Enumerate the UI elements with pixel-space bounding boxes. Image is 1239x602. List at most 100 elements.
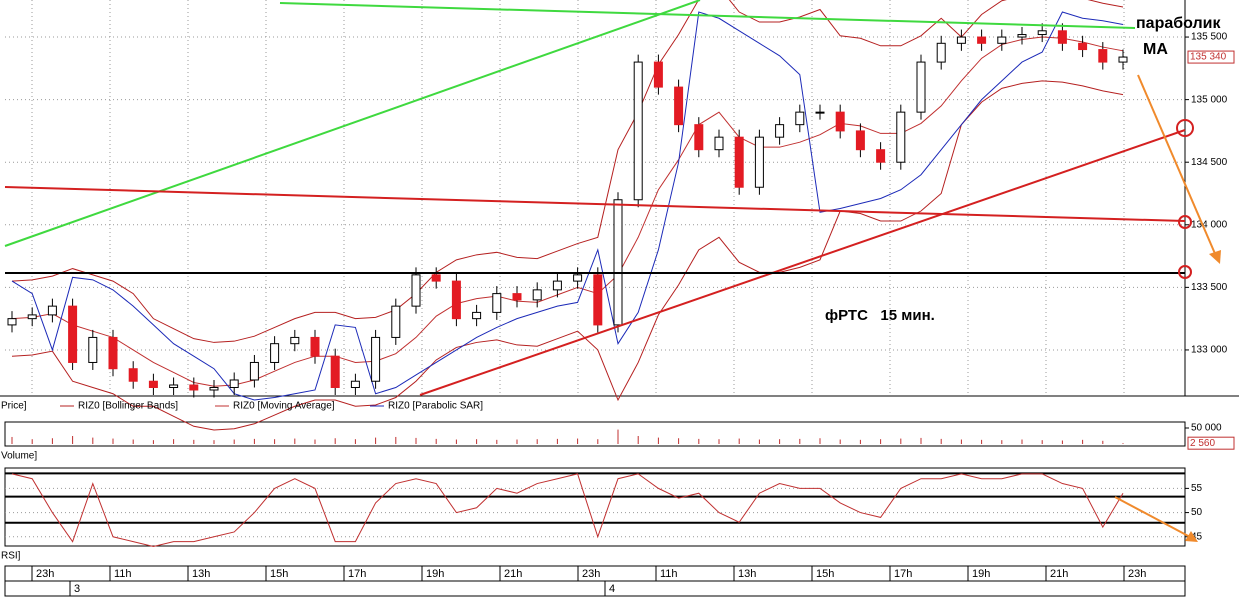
candle-body — [148, 380, 158, 388]
marker-circle — [1178, 215, 1192, 229]
y-tick-label: 133 500 — [1191, 282, 1228, 293]
volume-bar — [233, 439, 235, 444]
candle-body — [229, 379, 239, 388]
candle-body — [209, 386, 219, 391]
candle-body — [512, 293, 522, 301]
candle-body — [189, 384, 199, 391]
volume-bar — [698, 438, 700, 444]
rsi-line — [11, 473, 1124, 547]
day-label: 3 — [74, 583, 80, 595]
candle-body — [855, 130, 865, 151]
trend-line — [419, 129, 1186, 396]
volume-bar — [72, 436, 74, 444]
time-label: 23h — [36, 568, 54, 580]
candle-body — [47, 305, 57, 316]
last-value-box — [1187, 50, 1235, 64]
volume-bar — [294, 438, 296, 444]
volume-bar — [597, 439, 599, 444]
y-tick-label: 133 000 — [1191, 345, 1228, 356]
volume-bar — [880, 439, 882, 444]
arrow-head — [1185, 531, 1198, 542]
candle-body — [795, 111, 805, 126]
candle-body — [694, 124, 704, 151]
volume-bar — [112, 438, 114, 444]
bollinger-upper — [11, 0, 1124, 343]
volume-bar — [253, 438, 255, 444]
volume-frame — [4, 421, 1186, 447]
candle-body — [169, 384, 179, 388]
candle-body — [674, 86, 684, 126]
y-tick-label: 134 500 — [1191, 157, 1228, 168]
candle-body — [68, 305, 78, 363]
time-label: 21h — [1050, 568, 1068, 580]
volume-bar — [274, 439, 276, 444]
volume-bar — [556, 438, 558, 444]
candle-body — [249, 361, 259, 381]
candle-body — [1078, 42, 1088, 51]
forecast-arrow — [1137, 74, 1217, 257]
overlay-line — [11, 36, 1124, 387]
candle-body — [997, 36, 1007, 44]
candle-body — [754, 136, 764, 188]
volume-bar — [1061, 440, 1063, 444]
candle-body — [552, 280, 562, 291]
volume-bar — [496, 439, 498, 444]
candle-body — [1098, 49, 1108, 63]
annotation: фРТС 15 мин. — [825, 307, 935, 324]
volume-bar — [11, 436, 13, 444]
last-value-box — [1187, 436, 1235, 450]
candle-body — [451, 280, 461, 320]
volume-bar — [536, 439, 538, 444]
candle-body — [1057, 30, 1067, 44]
candle-body — [593, 274, 603, 326]
volume-bar — [758, 439, 760, 444]
volume-bar — [435, 438, 437, 444]
volume-bar — [415, 437, 417, 444]
candle-body — [411, 274, 421, 307]
candle-body — [532, 289, 542, 301]
volume-bar — [1082, 439, 1084, 444]
candle-body — [472, 311, 482, 320]
marker-circle — [1178, 265, 1192, 279]
volume-bar — [859, 439, 861, 444]
forecast-arrow — [1114, 496, 1193, 539]
volume-bar — [152, 440, 154, 444]
arrow-head — [1209, 250, 1221, 264]
candle-body — [1118, 56, 1128, 63]
candle-body — [613, 199, 623, 326]
time-label: 17h — [894, 568, 912, 580]
panel-label: Price] — [1, 401, 27, 412]
volume-bar — [779, 439, 781, 444]
volume-bar — [678, 438, 680, 444]
volume-bar — [799, 438, 801, 444]
candle-body — [956, 36, 966, 44]
volume-bar — [173, 439, 175, 444]
volume-bar — [132, 439, 134, 444]
volume-bar — [92, 437, 94, 444]
volume-bar — [960, 439, 962, 444]
volume-bar — [657, 437, 659, 444]
volume-bar — [476, 439, 478, 444]
time-label: 15h — [816, 568, 834, 580]
volume-bar — [314, 439, 316, 444]
marker-circle — [1176, 119, 1194, 137]
volume-bar — [839, 439, 841, 444]
rsi-frame — [4, 467, 1186, 547]
annotation: MA — [1143, 41, 1168, 58]
volume-bar — [193, 439, 195, 444]
candle-body — [108, 336, 118, 370]
y-tick-label: 134 000 — [1191, 219, 1228, 230]
trend-line — [279, 2, 1136, 29]
last-value-label: 2 560 — [1190, 438, 1215, 449]
time-label: 23h — [582, 568, 600, 580]
volume-bar — [213, 440, 215, 444]
candle-body — [492, 293, 502, 313]
time-label: 11h — [660, 568, 678, 580]
candle-body — [775, 124, 785, 138]
plot-layer: 23h 11h 13h 15h 17h 19h 21h 23h 11h 13h 15h 17h 19h 2… — [5, 0, 1235, 596]
volume-bar — [354, 439, 356, 444]
volume-bar — [516, 439, 518, 444]
candle-body — [1037, 30, 1047, 36]
volume-bar — [718, 439, 720, 444]
